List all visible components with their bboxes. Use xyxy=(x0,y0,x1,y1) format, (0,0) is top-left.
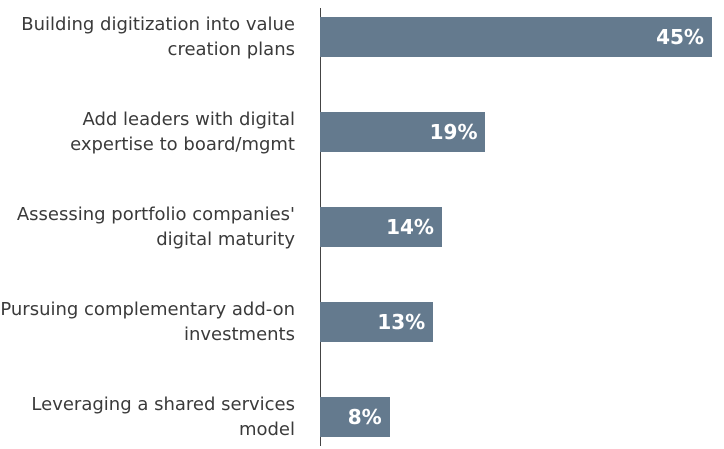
data-label: 8% xyxy=(347,405,382,429)
data-label: 13% xyxy=(377,310,426,334)
data-label: 45% xyxy=(656,25,704,49)
bar: 8% xyxy=(320,397,390,437)
data-label: 14% xyxy=(386,215,434,239)
category-label: Leveraging a shared services model xyxy=(31,394,295,440)
bar: 19% xyxy=(320,112,486,152)
category-label: Building digitization into value creatio… xyxy=(21,14,295,60)
category-label: Assessing portfolio companies' digital m… xyxy=(16,204,295,250)
category-label: Add leaders with digital expertise to bo… xyxy=(70,109,295,155)
bar: 13% xyxy=(320,302,434,342)
bar: 14% xyxy=(320,207,442,247)
category-label: Pursuing complementary add-on investment… xyxy=(0,299,295,345)
bar: 45% xyxy=(320,17,712,57)
data-label: 19% xyxy=(429,120,478,144)
